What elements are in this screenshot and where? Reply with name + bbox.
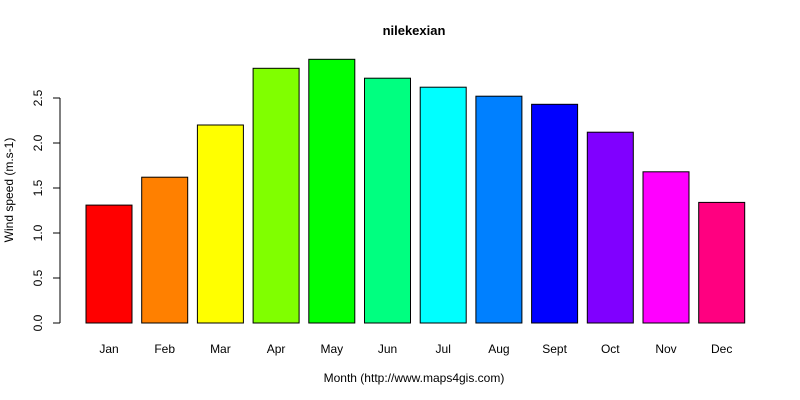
bar-dec [698, 201, 746, 324]
x-tick-label: May [320, 342, 343, 356]
y-tick-label: 0.5 [31, 269, 45, 286]
x-tick-label: Nov [655, 342, 676, 356]
bars [85, 58, 746, 324]
bar-apr [252, 67, 300, 324]
y-tick-label: 2.5 [31, 89, 45, 106]
bar-nov [642, 171, 690, 324]
x-tick-label: Aug [488, 342, 509, 356]
bar-oct [586, 131, 634, 324]
chart-title: nilekexian [383, 23, 446, 38]
bar-jan [85, 204, 133, 324]
y-tick-label: 0.0 [31, 314, 45, 331]
x-tick-label: Oct [601, 342, 620, 356]
x-axis-label: Month (http://www.maps4gis.com) [324, 371, 505, 385]
bar-jul [419, 86, 467, 324]
x-tick-label: Mar [210, 342, 231, 356]
y-tick-label: 2.0 [31, 134, 45, 151]
bar-may [308, 58, 356, 324]
y-axis: 0.0 0.5 1.0 1.5 2.0 2.5 [31, 89, 61, 331]
x-tick-labels: Jan Feb Mar Apr May Jun Jul Aug Sept Oct Nov Dec [99, 342, 732, 356]
x-tick-label: Sept [542, 342, 567, 356]
bar-feb [141, 176, 189, 324]
x-tick-label: Apr [267, 342, 286, 356]
bar-jun [364, 77, 411, 324]
y-tick-label: 1.5 [31, 179, 45, 196]
x-tick-label: Feb [154, 342, 175, 356]
y-tick-label: 1.0 [31, 224, 45, 241]
bar-aug [475, 95, 523, 324]
x-tick-label: Jan [99, 342, 118, 356]
x-tick-label: Dec [711, 342, 732, 356]
x-tick-label: Jun [378, 342, 397, 356]
bar-mar [196, 124, 244, 324]
bar-sept [531, 103, 579, 324]
y-axis-label: Wind speed (m.s-1) [2, 138, 16, 243]
x-tick-label: Jul [436, 342, 451, 356]
